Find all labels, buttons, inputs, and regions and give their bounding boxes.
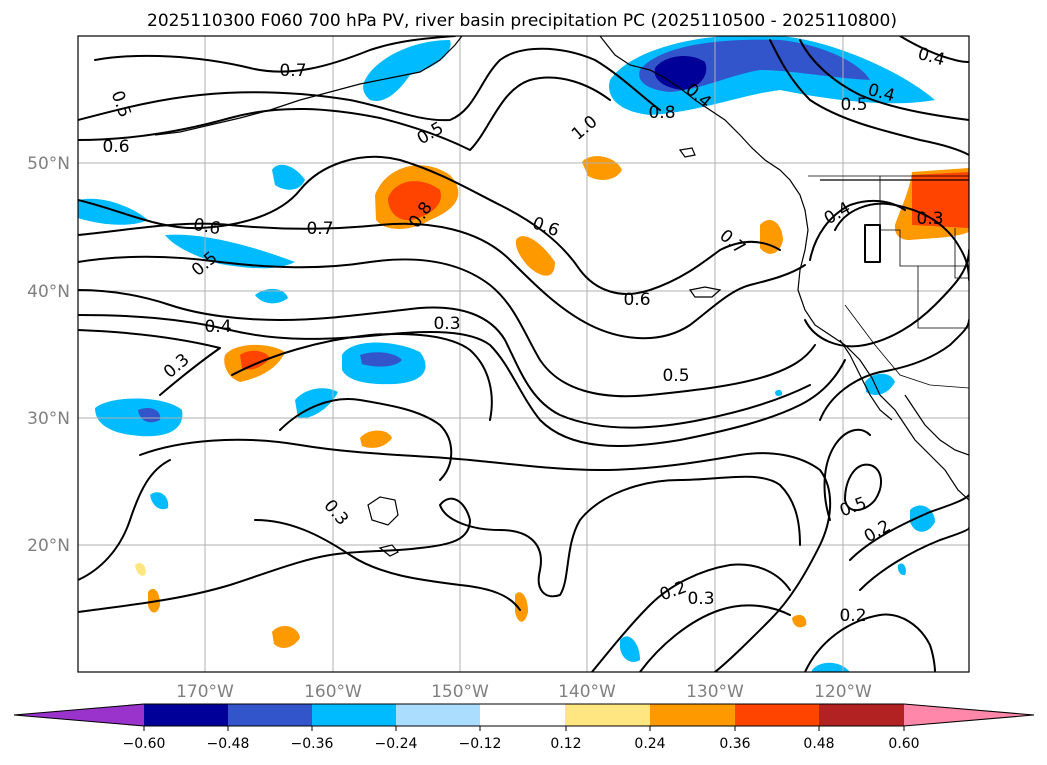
longitude-labels: 170°W 160°W 150°W 140°W 130°W 120°W — [176, 682, 872, 702]
shade-neg-34n-mid — [360, 352, 402, 367]
lon-tick-label: 150°W — [431, 682, 489, 702]
lon-tick-label: 170°W — [176, 682, 234, 702]
contour-label: 0.6 — [102, 137, 129, 157]
shade-neg-west-3 — [255, 288, 288, 304]
shade-pos-15n — [515, 592, 528, 622]
colorbar-tick-label: 0.48 — [803, 736, 834, 752]
colorbar-tick-label: 0.36 — [719, 736, 750, 752]
lat-tick-label: 20°N — [27, 536, 70, 556]
contour-label: 0.8 — [648, 103, 675, 123]
contour-label: 0.6 — [192, 215, 222, 239]
colorbar-tick-label: 0.12 — [550, 736, 581, 752]
colorbar-segment — [650, 704, 736, 726]
contour-label: 0.5 — [840, 95, 867, 115]
colorbar-segment — [480, 704, 566, 726]
contour-label: 0.3 — [687, 589, 714, 609]
lon-tick-label: 140°W — [558, 682, 616, 702]
colorbar-tick-label: 0.24 — [634, 736, 665, 752]
lon-tick-label: 130°W — [686, 682, 744, 702]
colorbar-segment — [312, 704, 397, 726]
shade-neg-small-1 — [272, 164, 305, 190]
map-title: 2025110300 F060 700 hPa PV, river basin … — [147, 11, 897, 31]
contour-label: 0.2 — [839, 606, 866, 626]
contour-label: 0.3 — [916, 209, 943, 229]
lon-tick-label: 120°W — [814, 682, 872, 702]
lat-tick-label: 50°N — [27, 154, 70, 174]
colorbar-ticks — [143, 726, 905, 731]
shade-pos-29n — [360, 430, 392, 448]
shade-neg-bottom — [812, 662, 850, 672]
shade-neg-24n — [150, 492, 169, 510]
shade-neg-30n — [95, 398, 183, 437]
colorbar: −0.60 −0.48 −0.36 −0.24 −0.12 0.12 0.24 … — [13, 703, 1035, 752]
colorbar-segment — [735, 704, 820, 726]
map-panel: 0.7 0.5 0.6 0.5 1.0 0.8 0.4 0.5 0.4 0.4 … — [77, 35, 970, 673]
shade-pos-18n — [135, 563, 146, 576]
shade-neg-south — [620, 636, 640, 662]
shade-neg-tiny — [775, 389, 783, 396]
contour-label: 0.4 — [204, 317, 231, 337]
borders — [808, 175, 969, 389]
colorbar-tick-label: −0.36 — [291, 736, 334, 752]
colorbar-tick-label: −0.12 — [459, 736, 502, 752]
colorbar-tick-label: −0.48 — [207, 736, 250, 752]
lat-tick-label: 30°N — [27, 409, 70, 429]
shade-neg-aleutian — [363, 40, 451, 101]
shade-pos-50n — [582, 156, 622, 180]
colorbar-segment — [565, 704, 651, 726]
shade-pos-48n-mid — [388, 181, 441, 221]
contour-label: 0.7 — [306, 219, 333, 239]
contour-label: 0.7 — [279, 61, 306, 81]
colorbar-segment — [144, 704, 229, 726]
graticule — [78, 36, 969, 672]
shade-pos-44n — [515, 236, 555, 276]
pv-contours — [78, 36, 969, 672]
lon-tick-label: 160°W — [304, 682, 362, 702]
shade-pos-12n — [272, 626, 300, 648]
colorbar-tick-label: −0.60 — [123, 736, 166, 752]
colorbar-extend-low — [14, 704, 144, 726]
shade-pos-44n-coast — [760, 220, 783, 254]
latitude-labels: 50°N 40°N 30°N 20°N — [27, 154, 70, 556]
shade-neg-tiny-2 — [897, 563, 906, 576]
shade-pos-east-mid — [912, 172, 969, 228]
colorbar-tick-label: 0.60 — [888, 736, 919, 752]
precip-shading — [78, 36, 969, 672]
map-frame — [77, 35, 970, 673]
contour-label: 0.6 — [623, 290, 650, 310]
shade-pos-13n — [792, 614, 807, 628]
colorbar-segment — [228, 704, 313, 726]
lat-tick-label: 40°N — [27, 282, 70, 302]
contour-label: 0.5 — [662, 366, 689, 386]
shade-neg-30n-mid — [138, 408, 161, 423]
shade-pos-34n-mid — [240, 350, 270, 370]
shade-neg-west-2 — [165, 234, 295, 269]
contour-label: 0.3 — [433, 314, 460, 334]
colorbar-tick-label: −0.24 — [375, 736, 418, 752]
coastlines — [154, 36, 969, 557]
shade-neg-alaska-strong — [654, 56, 707, 90]
colorbar-segment — [819, 704, 904, 726]
colorbar-segment — [396, 704, 481, 726]
colorbar-extend-high — [904, 704, 1034, 726]
